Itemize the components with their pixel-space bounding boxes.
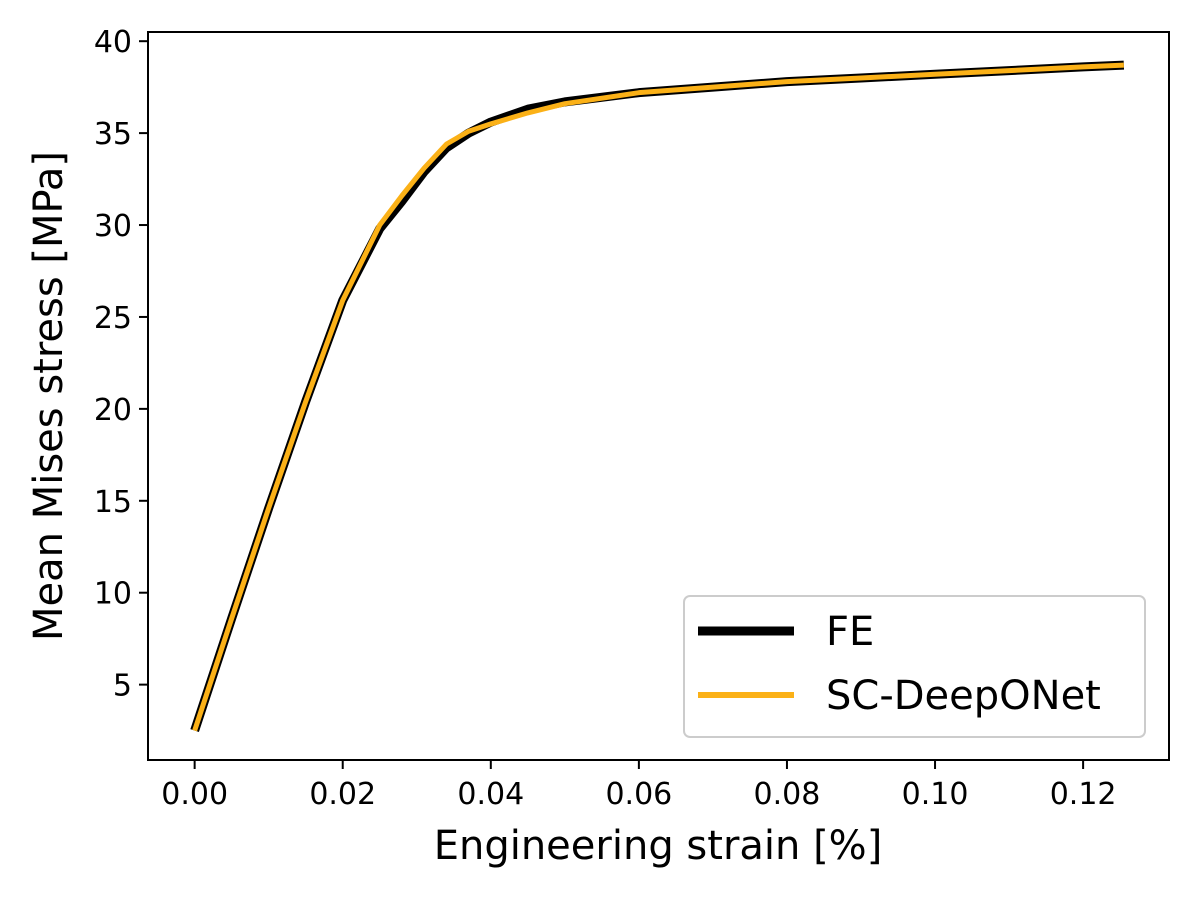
series-line-sc-deeponet xyxy=(192,62,1124,732)
y-tick-label: 10 xyxy=(94,577,132,612)
legend-box xyxy=(683,595,1146,738)
x-tick-label: 0.04 xyxy=(457,777,524,812)
x-tick-label: 0.12 xyxy=(1050,777,1117,812)
y-axis: 5 10 15 20 25 30 35 40 xyxy=(94,25,148,704)
y-tick-label: 20 xyxy=(94,393,132,428)
legend: FE SC-DeepONet xyxy=(683,595,1146,738)
y-axis-label: Mean Mises stress [MPa] xyxy=(26,151,72,641)
x-tick-label: 0.00 xyxy=(161,777,228,812)
y-tick-label: 5 xyxy=(113,669,132,704)
y-tick-label: 30 xyxy=(94,209,132,244)
legend-label-sc-deeponet: SC-DeepONet xyxy=(826,673,1101,719)
x-axis-label: Engineering strain [%] xyxy=(434,823,883,869)
y-tick-label: 35 xyxy=(94,117,132,152)
series-layer xyxy=(190,60,1125,733)
plot-frame xyxy=(147,31,1170,761)
x-axis: 0.00 0.02 0.04 0.06 0.08 0.10 0.12 xyxy=(161,760,1117,812)
x-tick-label: 0.06 xyxy=(605,777,672,812)
x-tick-label: 0.10 xyxy=(902,777,969,812)
y-tick-label: 15 xyxy=(94,485,132,520)
x-tick-label: 0.02 xyxy=(309,777,376,812)
y-tick-label: 25 xyxy=(94,301,132,336)
y-tick-label: 40 xyxy=(94,25,132,60)
x-tick-label: 0.08 xyxy=(754,777,821,812)
legend-label-fe: FE xyxy=(826,609,874,655)
